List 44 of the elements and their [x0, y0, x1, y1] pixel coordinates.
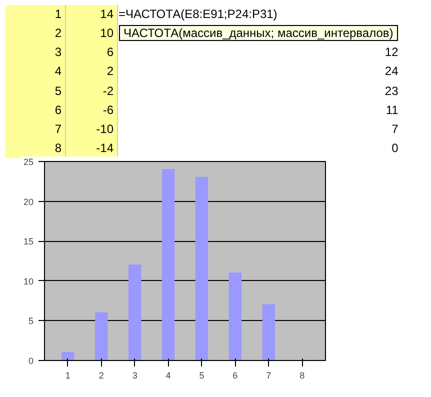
x-tick-label: 6: [232, 370, 238, 380]
y-tick-label: 20: [23, 196, 34, 207]
x-tick-label: 1: [65, 370, 70, 380]
text: 7: [390, 120, 400, 138]
text: 7: [5, 120, 65, 139]
text: 12: [384, 44, 400, 62]
bar: [262, 304, 275, 360]
y-tick-label: 10: [23, 276, 34, 286]
text: 0: [390, 140, 400, 157]
text: 2: [5, 24, 65, 44]
x-tick-label: 2: [98, 370, 104, 380]
y-tick-label: 0: [28, 356, 34, 366]
text: 6: [65, 43, 117, 62]
text: -6: [65, 100, 117, 120]
text: 3: [5, 43, 65, 62]
text: 8: [5, 138, 65, 158]
bar: [228, 272, 242, 360]
x-tick-label: 5: [199, 370, 204, 380]
bar: [95, 312, 108, 360]
bar: [62, 352, 74, 360]
text: 10: [65, 24, 117, 44]
text: -2: [65, 82, 117, 101]
x-tick-label: 7: [266, 370, 272, 380]
text: ЧАСТОТА(массив_данных; массив_интервалов): [118, 25, 398, 42]
text: 11: [384, 102, 400, 119]
text: 14: [65, 5, 117, 24]
bar: [195, 176, 208, 360]
text: 6: [5, 100, 65, 120]
y-tick-label: 15: [23, 236, 34, 247]
text: 2: [65, 62, 117, 82]
text: =ЧАСТОТА(E8:E91;P24:P31): [118, 6, 278, 23]
y-tick-label: 25: [23, 157, 34, 167]
text: 24: [384, 63, 400, 80]
x-tick-label: 3: [132, 370, 138, 380]
y-tick-label: 5: [28, 316, 34, 326]
x-tick-label: 4: [166, 370, 171, 380]
text: -10: [65, 120, 117, 139]
text: 1: [5, 5, 65, 24]
text: 23: [384, 82, 400, 100]
x-tick-label: 8: [300, 370, 305, 380]
text: -14: [65, 138, 117, 158]
bar: [162, 168, 175, 360]
text: 4: [5, 62, 65, 82]
bar: [128, 264, 142, 360]
